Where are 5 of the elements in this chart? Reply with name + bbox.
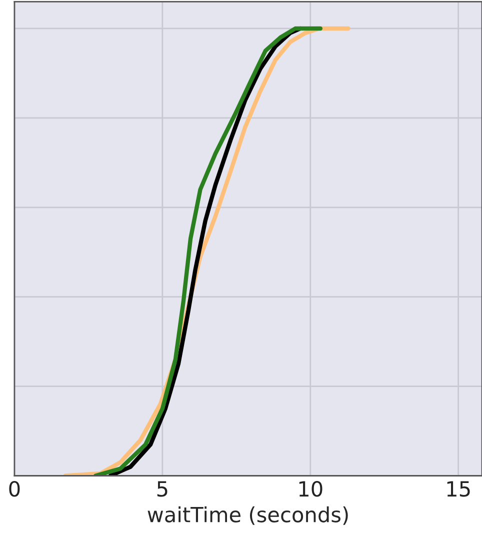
x-tick-label: 15 <box>447 481 470 497</box>
x-tick-label: 10 <box>299 480 322 497</box>
x-axis-title: waitTime (seconds) <box>148 506 348 525</box>
x-tick-label: 5 <box>157 481 168 497</box>
x-tick-label: 0 <box>9 480 20 497</box>
